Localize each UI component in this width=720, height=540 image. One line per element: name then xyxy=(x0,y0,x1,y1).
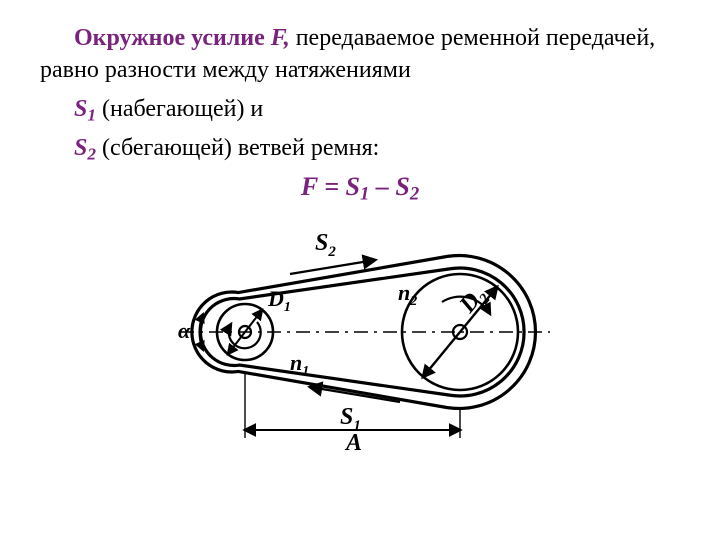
formula-S1: S xyxy=(346,172,360,201)
label-n1: n1 xyxy=(290,350,309,379)
symbol-S2: S xyxy=(74,135,87,161)
label-n2: n2 xyxy=(398,280,417,309)
formula-F: F xyxy=(301,172,318,201)
paragraph-3: S2 (сбегающей) ветвей ремня: xyxy=(40,132,680,166)
symbol-S1-sub: 1 xyxy=(87,105,96,124)
label-A: A xyxy=(344,430,362,456)
formula-eq: = xyxy=(318,172,346,201)
comma: , xyxy=(284,25,296,51)
formula-S2: S xyxy=(395,172,409,201)
symbol-S1: S xyxy=(74,96,87,122)
p3-tail: (сбегающей) ветвей ремня: xyxy=(96,135,379,161)
label-alpha: α xyxy=(178,318,191,343)
label-s2: S2 xyxy=(315,230,336,260)
belt-drive-diagram: S2 S1 D1 D2 n1 n2 α A xyxy=(150,202,570,457)
s1-arrow xyxy=(310,387,400,402)
lead-phrase: Окружное усилие xyxy=(74,25,271,51)
label-d1: D1 xyxy=(267,286,291,315)
symbol-F: F xyxy=(271,25,284,51)
symbol-S2-sub: 2 xyxy=(87,145,96,164)
p2-tail: (набегающей) и xyxy=(96,96,263,122)
paragraph-2: S1 (набегающей) и xyxy=(40,93,680,127)
formula-minus: – xyxy=(369,172,395,201)
label-d2: D2 xyxy=(454,281,494,320)
formula: F = S1 – S2 xyxy=(40,172,680,206)
paragraph-1: Окружное усилие F, передаваемое ременной… xyxy=(40,22,680,87)
